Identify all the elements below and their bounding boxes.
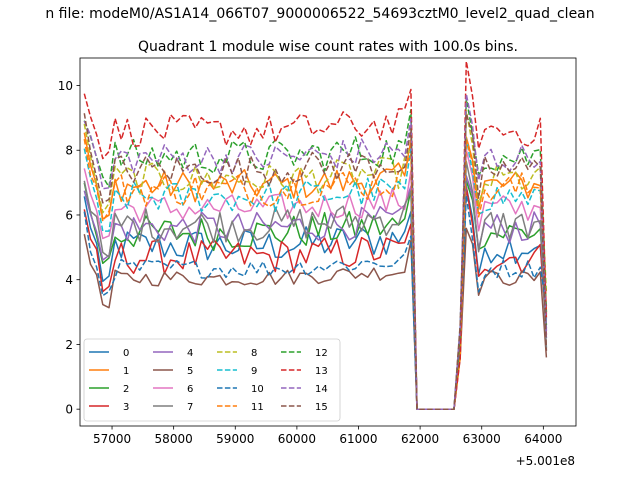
legend-entry-0: 0 <box>89 348 129 359</box>
legend-label: 3 <box>123 402 129 413</box>
series-line-13 <box>83 60 548 410</box>
x-tick-label: 63000 <box>463 432 501 446</box>
chart-title: Quadrant 1 module wise count rates with … <box>138 39 518 55</box>
legend-entry-1: 1 <box>89 366 129 377</box>
legend-entry-7: 7 <box>153 402 193 413</box>
x-tick-label: 62000 <box>401 432 439 446</box>
legend-entry-15: 15 <box>281 402 328 413</box>
series-line-5 <box>83 227 548 410</box>
legend-entry-5: 5 <box>153 366 193 377</box>
series-line-11 <box>83 138 548 410</box>
legend-entry-13: 13 <box>281 366 328 377</box>
x-tick-label: 61000 <box>339 432 377 446</box>
legend-label: 1 <box>123 366 129 377</box>
legend-box <box>83 338 341 422</box>
legend-label: 13 <box>315 366 328 377</box>
series-line-7 <box>83 160 548 410</box>
legend-entry-6: 6 <box>153 384 193 395</box>
legend-label: 14 <box>315 384 328 395</box>
x-tick-label: 64000 <box>524 432 562 446</box>
x-tick-label: 59000 <box>216 432 254 446</box>
legend-label: 0 <box>123 348 129 359</box>
series-line-14 <box>83 93 548 410</box>
series-line-2 <box>83 179 548 410</box>
series-line-3 <box>83 186 548 410</box>
legend-label: 10 <box>251 384 264 395</box>
x-tick-label: 57000 <box>93 432 131 446</box>
series-line-15 <box>83 112 548 410</box>
legend-entry-3: 3 <box>89 402 129 413</box>
y-tick-label: 10 <box>58 79 73 93</box>
x-tick-label: 58000 <box>155 432 193 446</box>
legend-label: 9 <box>251 366 257 377</box>
legend-entry-12: 12 <box>281 348 328 359</box>
legend-label: 5 <box>187 366 193 377</box>
legend-label: 12 <box>315 348 328 359</box>
x-offset-label: +5.001e8 <box>516 454 575 468</box>
figure-suptitle: n file: modeM0/AS1A14_066T07_9000006522_… <box>45 6 594 22</box>
legend-label: 8 <box>251 348 257 359</box>
legend-entry-9: 9 <box>217 366 257 377</box>
y-tick-label: 8 <box>65 144 73 158</box>
legend-entry-4: 4 <box>153 348 193 359</box>
legend-label: 11 <box>251 402 264 413</box>
axes-frame <box>79 57 577 427</box>
y-tick-label: 6 <box>65 208 73 222</box>
y-tick-label: 4 <box>65 273 73 287</box>
legend-label: 7 <box>187 402 193 413</box>
legend-label: 15 <box>315 402 328 413</box>
axes: 57000 58000 59000 60000 61000 62000 63000 64000… <box>58 57 577 446</box>
legend-entry-8: 8 <box>217 348 257 359</box>
legend-label: 4 <box>187 348 193 359</box>
y-tick-label: 2 <box>65 338 73 352</box>
legend-label: 2 <box>123 384 129 395</box>
legend-entry-11: 11 <box>217 402 264 413</box>
series-line-8 <box>83 109 548 410</box>
series-line-10 <box>83 194 548 410</box>
legend-entry-2: 2 <box>89 384 129 395</box>
legend-label: 6 <box>187 384 193 395</box>
legend-entry-10: 10 <box>217 384 264 395</box>
y-tick-label: 0 <box>65 403 73 417</box>
x-tick-label: 60000 <box>278 432 316 446</box>
series-line-9 <box>83 138 548 410</box>
plot-area <box>83 60 548 410</box>
legend-entry-14: 14 <box>281 384 328 395</box>
